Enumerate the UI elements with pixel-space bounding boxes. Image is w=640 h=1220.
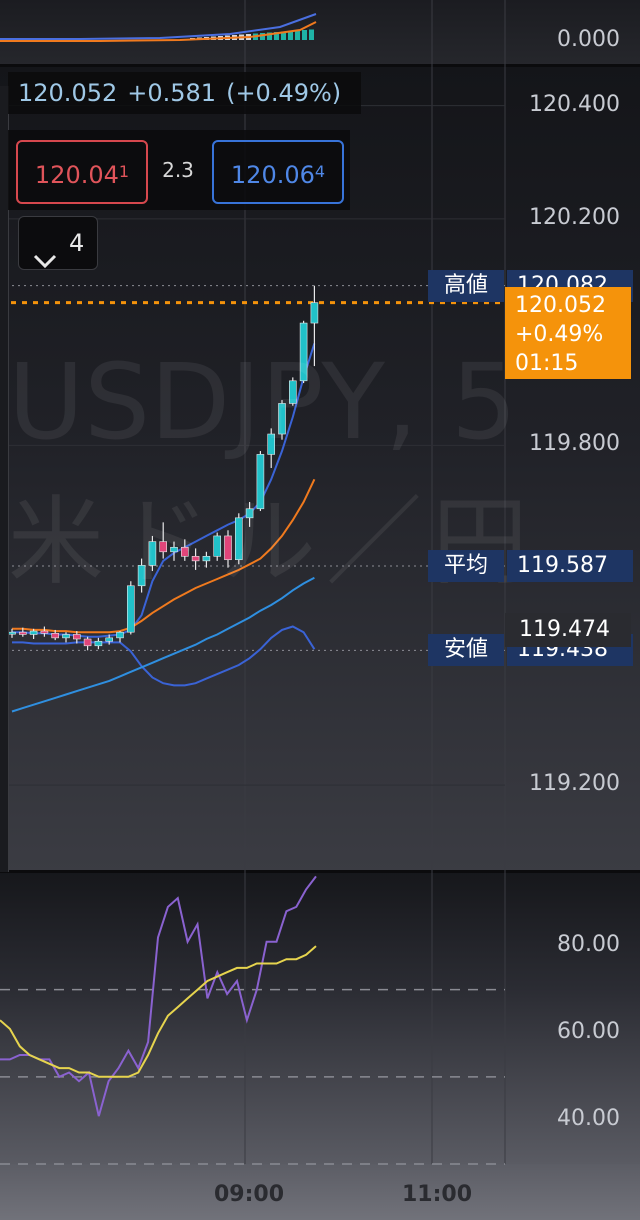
- histogram-bar: [281, 31, 286, 40]
- bar-countdown: 01:15: [515, 350, 579, 376]
- candle-body: [191, 556, 200, 562]
- moving-average-line: [12, 625, 316, 687]
- candle-body: [116, 631, 124, 639]
- histogram-bar: [267, 32, 272, 40]
- candle-body: [29, 630, 38, 635]
- ask-pip: 4: [314, 162, 326, 181]
- pane-divider[interactable]: [0, 870, 640, 873]
- histogram-bar: [309, 29, 314, 40]
- candle-body: [40, 630, 49, 634]
- average-value: 119.587: [507, 549, 633, 582]
- candle-body: [18, 631, 27, 635]
- moving-average-line: [11, 576, 315, 713]
- bid-price: 120.04: [34, 161, 119, 189]
- rsi-tick-label: 80.00: [557, 932, 620, 958]
- rsi-lines: [0, 875, 317, 1117]
- rsi-tick-label: 60.00: [557, 1019, 620, 1045]
- bid-pip: 1: [118, 162, 130, 181]
- rsi-series-line: [0, 945, 317, 1078]
- buy-button[interactable]: 120.064: [212, 140, 344, 204]
- ask-price: 120.06: [230, 161, 315, 189]
- candle-body: [62, 634, 70, 639]
- candle-body: [73, 634, 81, 640]
- rsi-pane[interactable]: [0, 872, 640, 1164]
- average-price-tag: 平均 119.587: [428, 549, 633, 582]
- candle-body: [170, 546, 178, 553]
- spread-value: 2.3: [162, 158, 194, 182]
- current-change-percent: +0.49%: [515, 321, 604, 347]
- indicator-dropdown-button[interactable]: 4: [18, 216, 98, 270]
- indicator-pane-top[interactable]: [0, 0, 640, 66]
- candle-body: [148, 541, 157, 566]
- candle-body: [181, 546, 189, 557]
- current-price: 120.052: [515, 292, 606, 318]
- candle-body: [51, 633, 60, 639]
- high-label: 高値: [428, 269, 504, 302]
- last-price: 120.052: [18, 79, 118, 107]
- candle-body: [267, 433, 276, 455]
- candle-body: [137, 565, 146, 587]
- candle-body: [94, 640, 103, 647]
- candle-body: [8, 631, 16, 635]
- bid-ask-panel: 120.041 2.3 120.064: [8, 130, 350, 210]
- watermark: USDJPY, 5 米ドル／円: [8, 341, 528, 598]
- top-line: [0, 13, 317, 40]
- top-pane-plot: [0, 13, 317, 42]
- candle-body: [83, 638, 92, 647]
- sell-button[interactable]: 120.041: [16, 140, 148, 204]
- histogram-bar: [260, 33, 265, 40]
- symbol-watermark: USDJPY, 5: [8, 341, 517, 463]
- average-label: 平均: [428, 549, 504, 582]
- price-change: +0.581: [127, 79, 217, 107]
- dropdown-count: 4: [69, 229, 85, 257]
- candle-body: [127, 585, 135, 633]
- rsi-series-line: [0, 875, 317, 1117]
- top-axis-tick-label: 0.000: [557, 27, 620, 52]
- moving-average-line: [12, 478, 316, 634]
- price-tick-label: 120.200: [529, 204, 620, 230]
- x-tick-label: 11:00: [402, 1182, 473, 1207]
- candle-body: [245, 508, 254, 519]
- price-change-percent: (+0.49%): [226, 79, 342, 107]
- histogram-bar: [274, 32, 279, 40]
- candle-body: [105, 637, 113, 642]
- side-panel-edge[interactable]: [0, 86, 9, 872]
- x-tick-label: 09:00: [214, 1182, 285, 1207]
- quote-summary: 120.052 +0.581 (+0.49%): [8, 72, 362, 114]
- candle-body: [202, 556, 211, 562]
- histogram-bar: [288, 31, 293, 40]
- candle-body: [235, 517, 243, 561]
- current-price-box: 120.052 +0.49% 01:15: [505, 286, 631, 379]
- low-label: 安値: [428, 634, 504, 667]
- candle-body: [213, 535, 221, 557]
- candle-body: [224, 535, 232, 561]
- candles: [8, 285, 319, 651]
- histogram-bar: [295, 30, 300, 40]
- top-line: [0, 21, 317, 42]
- chevron-down-icon: [33, 235, 57, 287]
- candle-body: [159, 541, 167, 553]
- rsi-tick-label: 40.00: [557, 1106, 620, 1132]
- price-tick-label: 119.200: [529, 771, 620, 797]
- histogram-bar: [302, 30, 307, 40]
- candle-body: [256, 454, 265, 510]
- candle-body: [310, 302, 319, 324]
- pane-divider[interactable]: [0, 64, 640, 67]
- reference-price-label: 119.474: [505, 612, 631, 647]
- candle-body: [288, 380, 297, 404]
- candle-body: [278, 403, 286, 435]
- price-tick-label: 119.800: [529, 431, 620, 457]
- price-tick-label: 120.400: [529, 91, 620, 117]
- time-axis[interactable]: [0, 1164, 640, 1220]
- candle-body: [299, 322, 308, 382]
